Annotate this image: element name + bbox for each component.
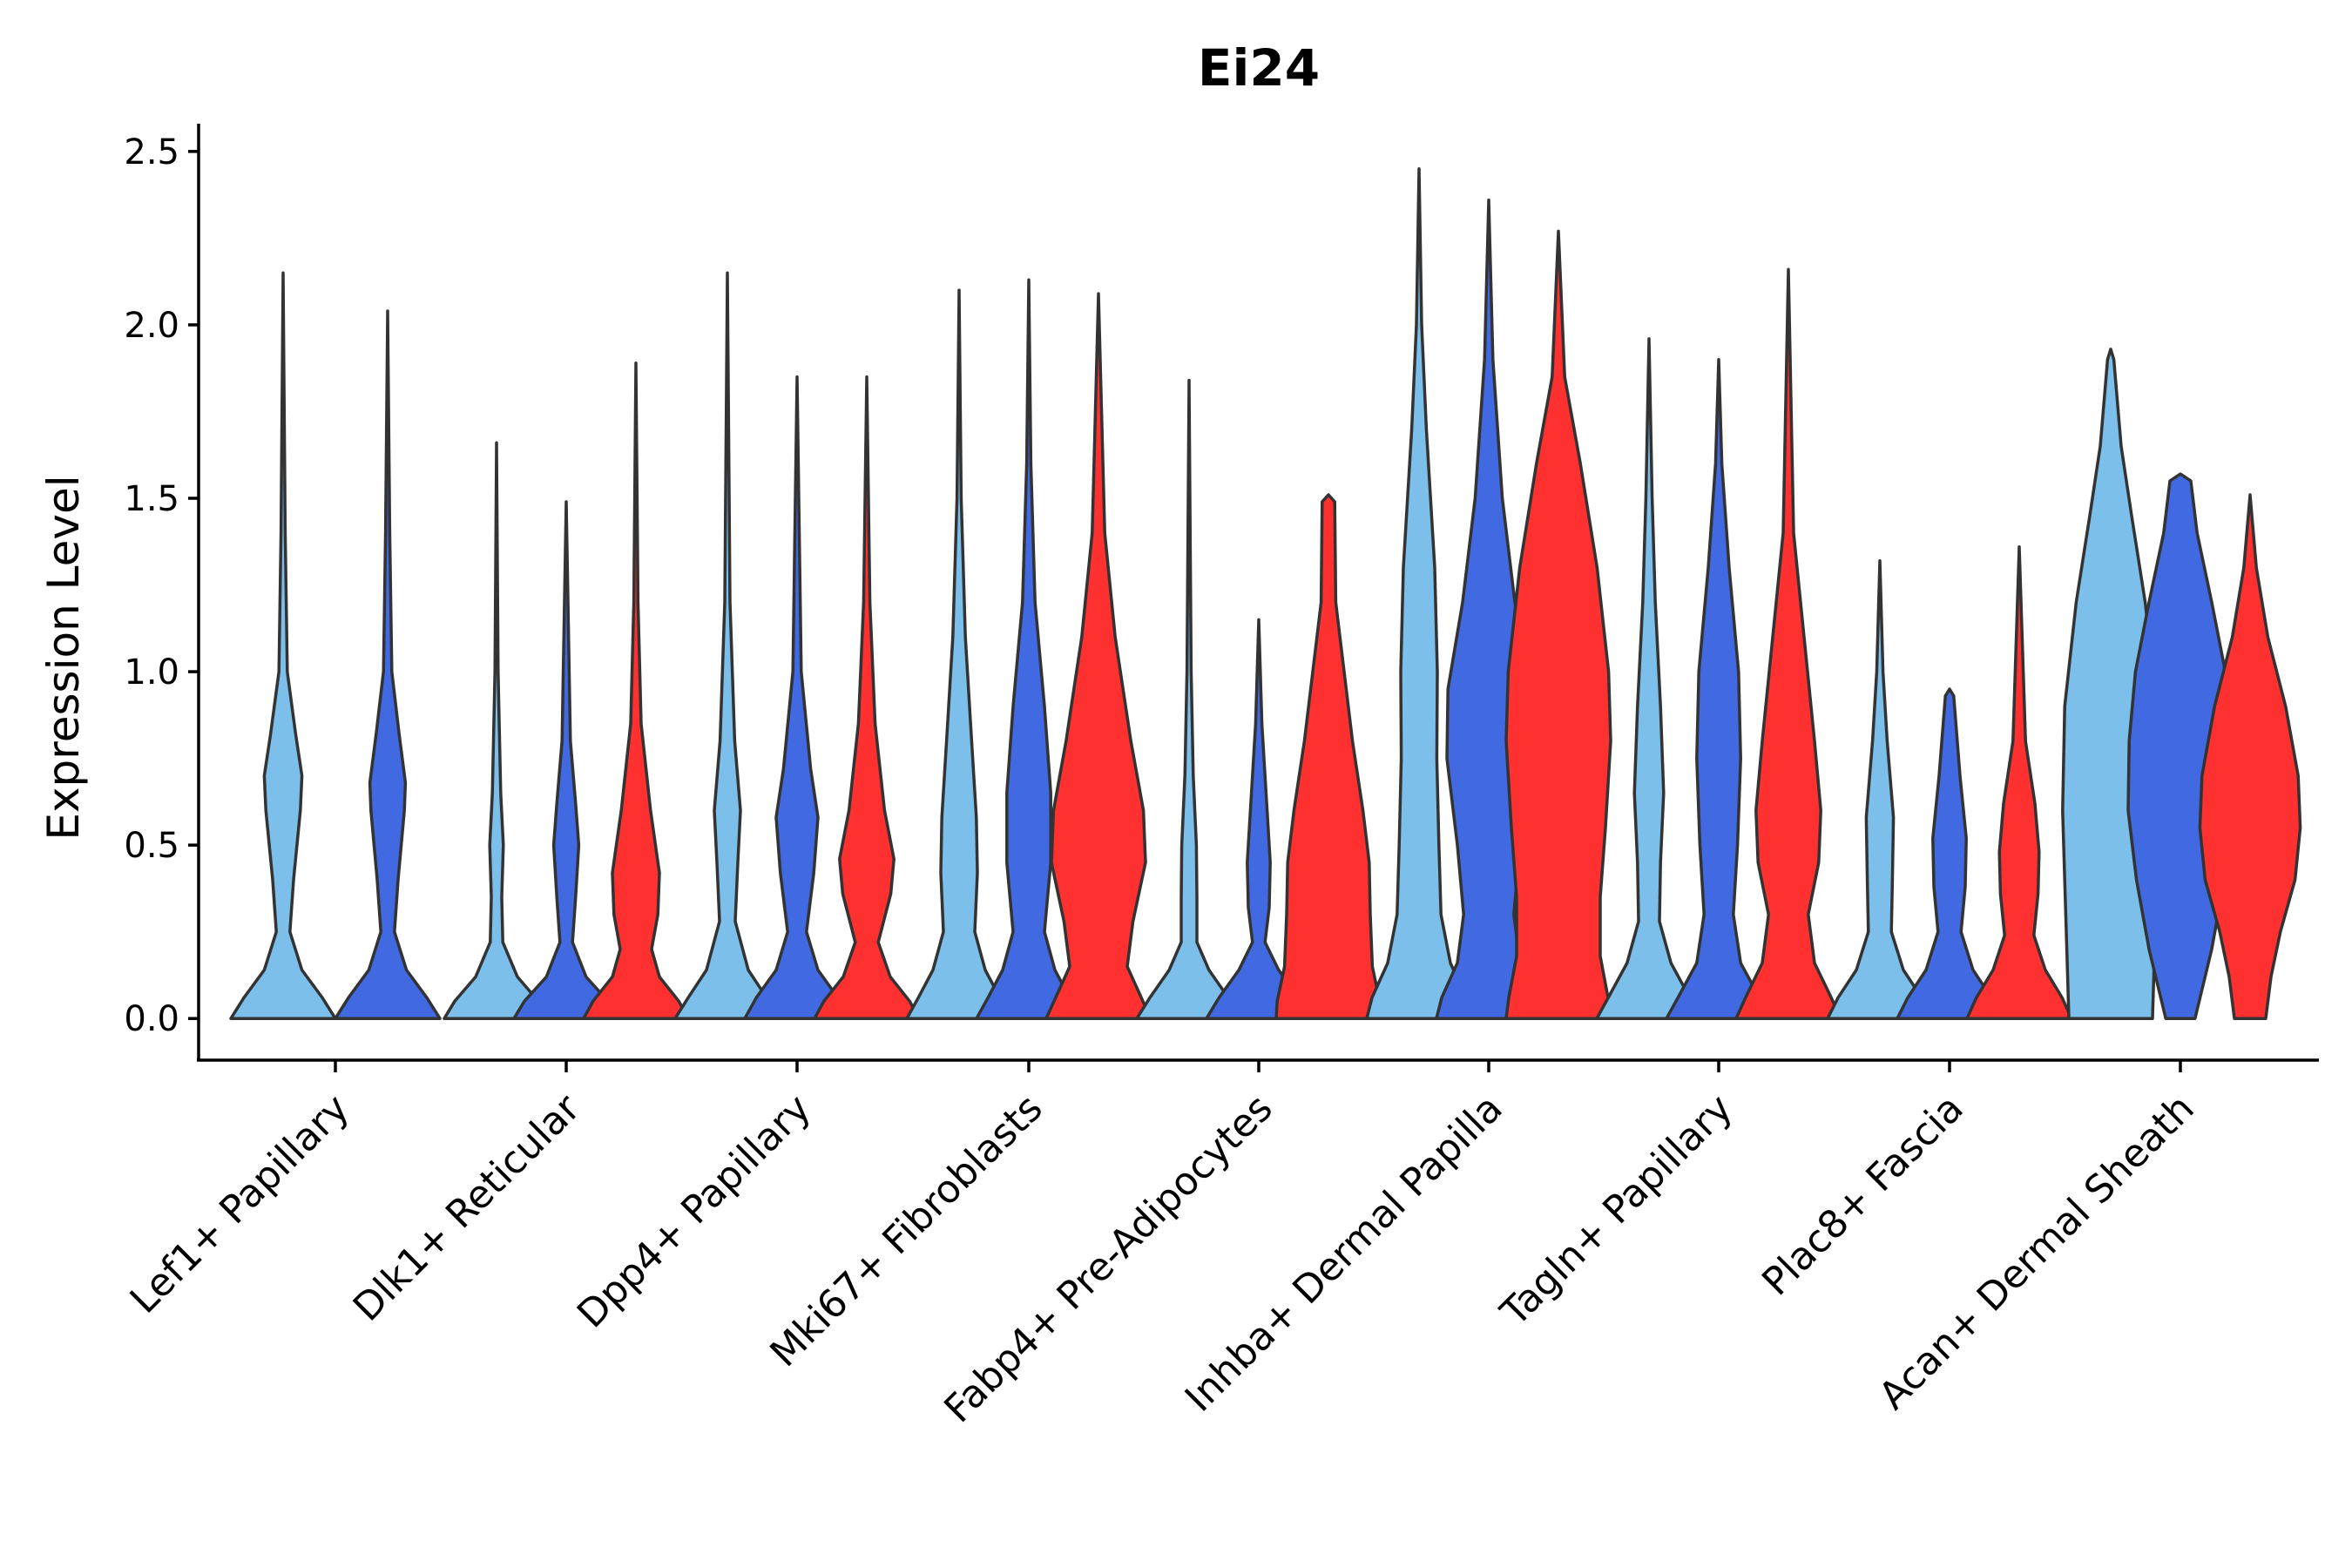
violin-8-1 xyxy=(1826,558,1934,1020)
violin-6-1 xyxy=(1365,167,1473,1020)
violin-3-1 xyxy=(673,271,781,1020)
violin-1-1 xyxy=(229,271,337,1020)
x-tick-label: Tagln+ Papillary xyxy=(1492,1086,1741,1335)
violin-4-2 xyxy=(975,278,1083,1020)
violin-1-2 xyxy=(334,309,442,1020)
violin-9-3 xyxy=(2198,493,2302,1020)
y-tick-label: 1.5 xyxy=(124,479,179,519)
violin-7-2 xyxy=(1665,357,1773,1020)
x-tick-label: Dlk1+ Reticular xyxy=(345,1085,590,1330)
y-tick-label: 2.5 xyxy=(124,132,179,172)
violin-4-1 xyxy=(905,288,1013,1020)
y-tick-label: 0.5 xyxy=(124,826,179,866)
violin-2-1 xyxy=(443,441,551,1020)
y-axis-label: Expression Level xyxy=(38,475,89,840)
violin-8-2 xyxy=(1896,687,2004,1020)
violin-7-1 xyxy=(1595,337,1703,1020)
chart-title: Ei24 xyxy=(1198,38,1320,98)
y-tick-label: 2.0 xyxy=(124,306,179,346)
x-tick-label: Plac8+ Fascia xyxy=(1754,1086,1972,1305)
violins-layer xyxy=(229,167,2302,1020)
x-tick-label: Dpp4+ Papillary xyxy=(569,1086,820,1337)
x-tick-label: Lef1+ Papillary xyxy=(122,1086,358,1322)
violin-2-2 xyxy=(512,500,620,1020)
violin-3-2 xyxy=(743,375,851,1020)
violin-8-3 xyxy=(1965,544,2073,1020)
violin-4-3 xyxy=(1044,292,1152,1020)
y-tick-label: 0.0 xyxy=(124,999,179,1039)
violin-3-3 xyxy=(813,375,921,1020)
violin-5-3 xyxy=(1274,493,1382,1020)
violin-5-1 xyxy=(1135,378,1243,1020)
violin-2-3 xyxy=(582,361,690,1020)
y-tick-label: 1.0 xyxy=(124,652,179,693)
violin-7-3 xyxy=(1734,267,1842,1020)
violin-5-2 xyxy=(1205,618,1313,1020)
y-ticks: 0.0 0.5 1.0 1.5 2.0 2.5 xyxy=(124,132,199,1039)
violin-6-3 xyxy=(1504,229,1612,1020)
